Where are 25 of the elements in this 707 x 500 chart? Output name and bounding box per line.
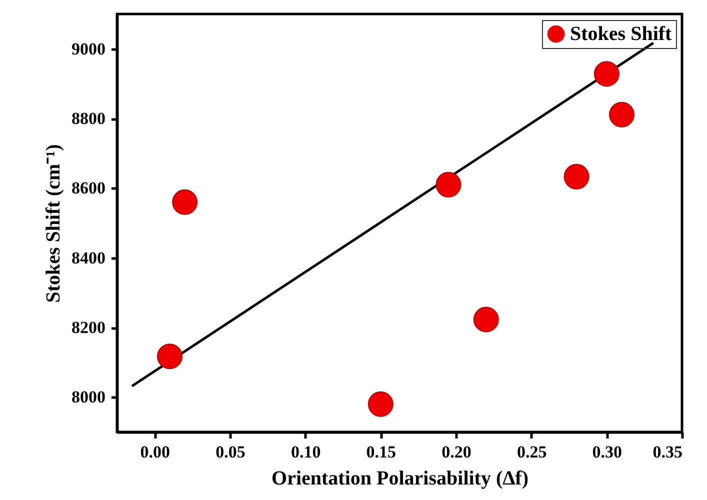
point bbox=[368, 391, 394, 417]
y-axis-title: Stokes Shift (cm⁻¹) bbox=[42, 144, 64, 303]
y-tick-label: 8200 bbox=[72, 318, 106, 337]
point bbox=[608, 102, 634, 128]
y-tick-label: 9000 bbox=[72, 39, 106, 58]
x-tick-label: 0.05 bbox=[216, 442, 246, 462]
x-tick-label: 0.10 bbox=[290, 442, 321, 462]
x-axis-title: Orientation Polarisability (Δf) bbox=[272, 468, 528, 490]
point bbox=[594, 61, 620, 87]
x-tick-label: 0.20 bbox=[442, 442, 472, 462]
y-tick-label: 8800 bbox=[72, 109, 106, 128]
x-tick-label: 0.35 bbox=[652, 442, 682, 462]
x-tick-label: 0.25 bbox=[516, 442, 547, 462]
point bbox=[564, 164, 590, 190]
point bbox=[156, 344, 182, 370]
y-tick-label: 8400 bbox=[72, 248, 106, 268]
y-tick-label: 8600 bbox=[72, 178, 106, 198]
point bbox=[172, 189, 198, 215]
x-tick-label: 0.30 bbox=[592, 442, 622, 462]
point bbox=[473, 306, 499, 332]
y-tick-label: 8000 bbox=[72, 388, 106, 407]
x-tick-label: 0.00 bbox=[140, 442, 170, 462]
x-tick-label: 0.15 bbox=[366, 442, 396, 462]
legend-label: Stokes Shift bbox=[570, 23, 672, 45]
point bbox=[436, 172, 462, 198]
